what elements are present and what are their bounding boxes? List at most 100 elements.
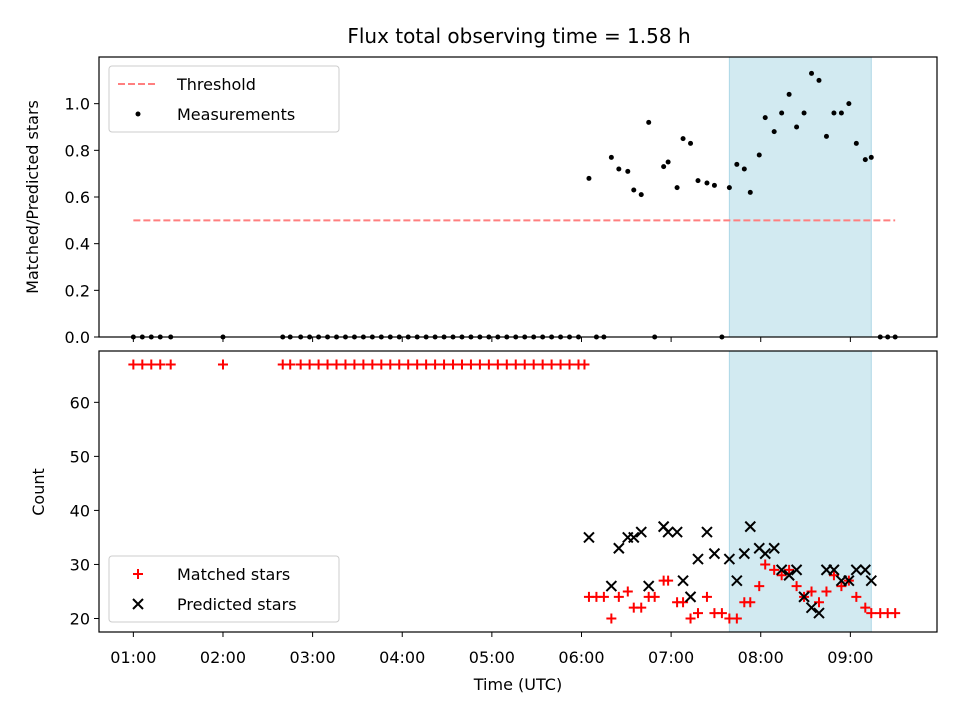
data-point [613, 591, 624, 602]
x-tick-label: 07:00 [648, 648, 694, 667]
data-point [622, 586, 633, 597]
data-point [756, 152, 762, 158]
data-point [616, 166, 622, 172]
legend-label: Predicted stars [177, 595, 297, 614]
data-point [661, 164, 667, 170]
data-point [412, 359, 423, 370]
y-tick-label: 0.8 [65, 141, 90, 160]
data-point [865, 574, 877, 587]
data-point [483, 359, 494, 370]
y-tick-label: 60 [70, 393, 90, 412]
data-point [741, 166, 747, 172]
y-tick-label: 40 [70, 501, 90, 520]
data-point [304, 359, 315, 370]
data-point [331, 359, 342, 370]
series-matched-stars [128, 359, 901, 624]
data-point [692, 553, 704, 565]
data-point [625, 168, 631, 174]
data-point [608, 154, 614, 160]
x-tick-label: 05:00 [469, 648, 515, 667]
data-point [474, 359, 485, 370]
data-point [768, 542, 780, 554]
data-point [801, 110, 807, 116]
data-point [492, 359, 503, 370]
legend-marker [132, 598, 144, 610]
data-point [843, 574, 855, 587]
series-predicted-stars [583, 520, 877, 619]
data-point [862, 157, 868, 163]
data-point [776, 570, 787, 581]
data-point [510, 359, 521, 370]
series-measurements [130, 70, 898, 340]
data-point [775, 564, 788, 576]
data-point [745, 597, 756, 608]
highlight-span [728, 350, 872, 633]
data-point [734, 161, 740, 167]
data-point [137, 359, 148, 370]
data-point [586, 175, 592, 181]
data-point [605, 580, 618, 592]
data-point [783, 569, 795, 581]
data-point [769, 564, 780, 575]
data-point [367, 359, 378, 370]
data-point [747, 189, 753, 195]
data-point [701, 591, 712, 602]
data-point [790, 564, 803, 576]
data-point [465, 359, 476, 370]
data-point [708, 547, 721, 560]
data-point [816, 77, 822, 83]
data-point [831, 110, 837, 116]
x-tick-label: 09:00 [827, 648, 873, 667]
data-point [760, 559, 771, 570]
data-point [439, 359, 450, 370]
legend-label: Measurements [177, 105, 295, 124]
data-point [685, 613, 696, 624]
data-point [376, 359, 387, 370]
data-point [662, 526, 674, 538]
data-point [798, 591, 810, 603]
data-point [701, 526, 713, 538]
legend-marker [135, 111, 141, 117]
data-point [285, 359, 296, 370]
data-point [711, 182, 717, 188]
data-point [421, 359, 432, 370]
x-axis-label: Time (UTC) [473, 675, 562, 694]
x-tick-label: 03:00 [290, 648, 336, 667]
data-point [738, 547, 751, 560]
data-point [322, 359, 333, 370]
data-point [583, 531, 595, 544]
x-tick-label: 06:00 [558, 648, 604, 667]
data-point [779, 110, 785, 116]
data-point [759, 547, 771, 560]
data-point [646, 119, 652, 125]
data-point [754, 581, 765, 592]
data-point [680, 136, 686, 142]
data-point [786, 91, 792, 97]
data-point [165, 359, 176, 370]
x-tick-label: 02:00 [200, 648, 246, 667]
y-tick-label: 0.0 [65, 328, 90, 347]
data-point [726, 185, 732, 191]
data-point [555, 359, 566, 370]
data-point [663, 575, 674, 586]
data-point [358, 359, 369, 370]
data-point [385, 359, 396, 370]
data-point [762, 115, 768, 121]
data-point [528, 359, 539, 370]
data-point [723, 553, 736, 565]
data-point [146, 359, 157, 370]
data-point [155, 359, 166, 370]
data-point [456, 359, 467, 370]
data-point [692, 608, 703, 619]
data-point [704, 180, 710, 186]
data-point [537, 359, 548, 370]
y-tick-label: 30 [70, 555, 90, 574]
data-point [546, 359, 557, 370]
legend: Threshold Measurements [108, 65, 340, 133]
data-point [606, 613, 617, 624]
data-point [688, 140, 694, 146]
legend-box [108, 555, 340, 623]
data-point [638, 192, 644, 198]
data-point [649, 591, 660, 602]
